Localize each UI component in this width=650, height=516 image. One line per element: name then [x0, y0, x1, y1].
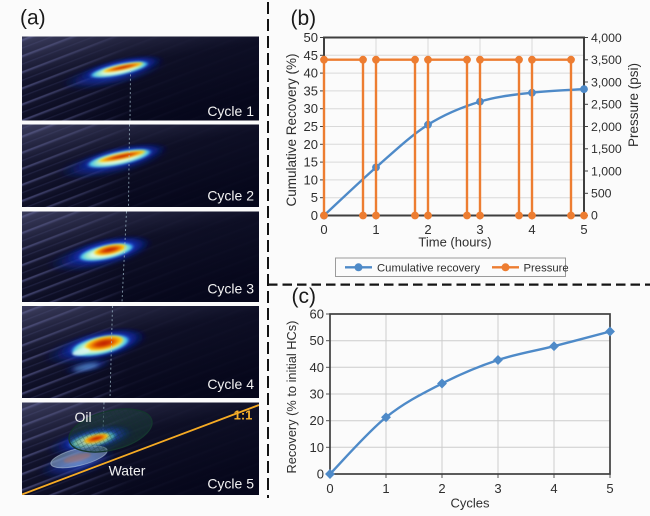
svg-text:40: 40	[310, 360, 324, 375]
svg-text:15: 15	[304, 155, 318, 170]
svg-text:1,000: 1,000	[591, 164, 622, 178]
svg-text:25: 25	[304, 119, 318, 134]
svg-text:30: 30	[304, 101, 318, 116]
svg-text:Cycle 5: Cycle 5	[207, 476, 254, 492]
svg-text:(a): (a)	[20, 7, 46, 30]
svg-text:2,000: 2,000	[591, 120, 622, 134]
svg-text:Recovery (% to initial HCs): Recovery (% to initial HCs)	[284, 321, 299, 474]
svg-text:3: 3	[476, 222, 483, 237]
svg-text:50: 50	[304, 30, 318, 45]
svg-text:(c): (c)	[292, 285, 317, 308]
svg-text:Cumulative recovery: Cumulative recovery	[377, 262, 480, 274]
svg-text:1,500: 1,500	[591, 142, 622, 156]
svg-text:1: 1	[372, 222, 379, 237]
svg-text:0: 0	[311, 208, 318, 223]
svg-text:Cycle 2: Cycle 2	[207, 188, 254, 204]
svg-text:Pressure (psi): Pressure (psi)	[626, 63, 641, 147]
svg-text:(b): (b)	[291, 7, 317, 30]
svg-text:40: 40	[304, 66, 318, 81]
svg-text:Cycle 1: Cycle 1	[207, 103, 254, 119]
svg-text:0: 0	[317, 467, 324, 482]
svg-text:2: 2	[438, 481, 445, 496]
svg-text:0: 0	[591, 209, 598, 223]
svg-text:35: 35	[304, 83, 318, 98]
svg-text:20: 20	[304, 137, 318, 152]
svg-text:4,000: 4,000	[591, 31, 622, 45]
svg-text:3,000: 3,000	[591, 75, 622, 89]
svg-text:Pressure: Pressure	[524, 262, 569, 274]
svg-text:500: 500	[591, 187, 612, 201]
svg-text:4: 4	[528, 222, 535, 237]
svg-text:3,500: 3,500	[591, 53, 622, 67]
svg-text:0: 0	[326, 481, 333, 496]
svg-text:Cumulative Recovery (%): Cumulative Recovery (%)	[284, 53, 299, 206]
svg-text:5: 5	[580, 222, 587, 237]
svg-text:10: 10	[304, 172, 318, 187]
svg-text:20: 20	[310, 413, 324, 428]
svg-text:Cycles: Cycles	[450, 496, 490, 511]
svg-text:10: 10	[310, 440, 324, 455]
svg-text:Cycle 4: Cycle 4	[207, 376, 254, 392]
svg-text:0: 0	[320, 222, 327, 237]
svg-text:1: 1	[382, 481, 389, 496]
svg-text:30: 30	[310, 387, 324, 402]
svg-text:Time (hours): Time (hours)	[418, 235, 491, 250]
svg-text:5: 5	[311, 190, 318, 205]
svg-text:45: 45	[304, 48, 318, 63]
svg-text:60: 60	[310, 307, 324, 322]
svg-text:2,500: 2,500	[591, 98, 622, 112]
svg-text:Cycle 3: Cycle 3	[207, 281, 254, 297]
svg-text:1:1: 1:1	[234, 408, 253, 423]
svg-text:4: 4	[550, 481, 557, 496]
svg-text:2: 2	[424, 222, 431, 237]
svg-text:Oil: Oil	[74, 409, 91, 425]
svg-text:3: 3	[494, 481, 501, 496]
svg-text:5: 5	[606, 481, 613, 496]
svg-text:Water: Water	[109, 463, 146, 479]
svg-text:50: 50	[310, 333, 324, 348]
